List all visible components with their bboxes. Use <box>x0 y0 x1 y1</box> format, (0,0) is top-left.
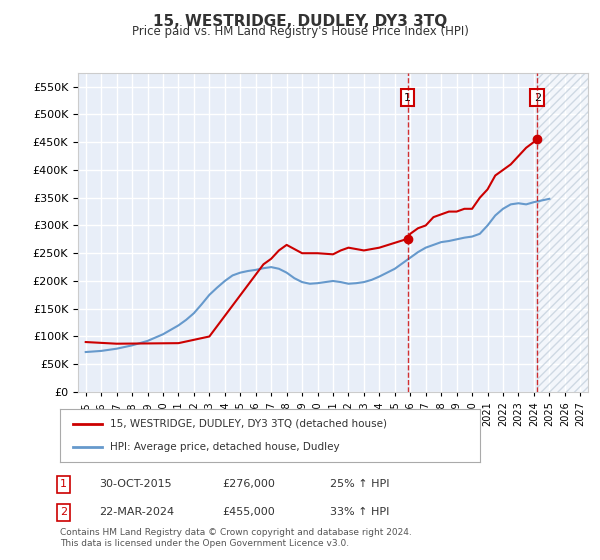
Text: £455,000: £455,000 <box>222 507 275 517</box>
Text: £276,000: £276,000 <box>222 479 275 489</box>
Text: 22-MAR-2024: 22-MAR-2024 <box>99 507 174 517</box>
Text: 2: 2 <box>534 93 541 103</box>
Bar <box>538 73 588 392</box>
Text: 15, WESTRIDGE, DUDLEY, DY3 3TQ (detached house): 15, WESTRIDGE, DUDLEY, DY3 3TQ (detached… <box>110 419 388 429</box>
Text: 1: 1 <box>60 479 67 489</box>
Text: 30-OCT-2015: 30-OCT-2015 <box>99 479 172 489</box>
Text: 25% ↑ HPI: 25% ↑ HPI <box>330 479 389 489</box>
Text: 15, WESTRIDGE, DUDLEY, DY3 3TQ: 15, WESTRIDGE, DUDLEY, DY3 3TQ <box>153 14 447 29</box>
Text: 1: 1 <box>404 93 411 103</box>
Text: HPI: Average price, detached house, Dudley: HPI: Average price, detached house, Dudl… <box>110 442 340 452</box>
Text: 2: 2 <box>60 507 67 517</box>
Text: Contains HM Land Registry data © Crown copyright and database right 2024.
This d: Contains HM Land Registry data © Crown c… <box>60 528 412 548</box>
Text: Price paid vs. HM Land Registry's House Price Index (HPI): Price paid vs. HM Land Registry's House … <box>131 25 469 38</box>
Text: 33% ↑ HPI: 33% ↑ HPI <box>330 507 389 517</box>
